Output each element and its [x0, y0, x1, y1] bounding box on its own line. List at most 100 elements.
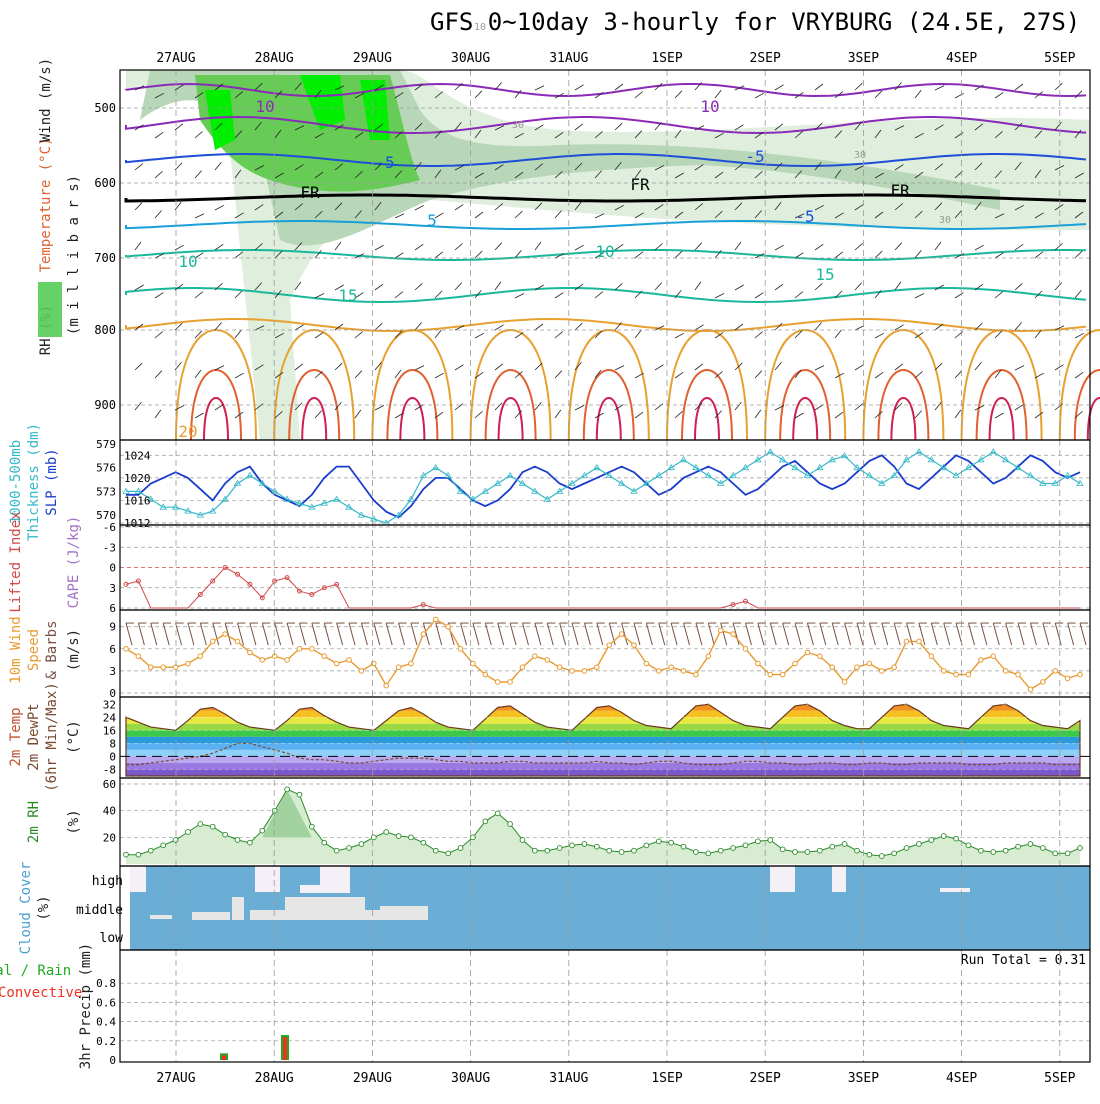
- wind-barb: [385, 622, 393, 646]
- upper-wind-barb: [914, 410, 922, 419]
- cloud-patch-2: [300, 885, 350, 893]
- upper-wind-barb: [174, 201, 182, 211]
- upper-wind-barb: [494, 324, 504, 331]
- lifted-index-point: [742, 598, 748, 604]
- freezing-level: [124, 193, 1087, 203]
- upper-wind-barb: [854, 165, 865, 171]
- panel-frame-precip: [119, 949, 1091, 1063]
- upper-wind-barb: [1074, 129, 1082, 139]
- upper-wind-barb: [974, 283, 984, 291]
- upper-wind-barb: [454, 325, 465, 331]
- rh-point: [333, 847, 340, 854]
- upper-wind-barb: [474, 250, 483, 259]
- upper-wind-barb: [694, 203, 703, 211]
- wind-barb: [323, 622, 331, 646]
- thickness-point: [258, 479, 266, 486]
- upper-wind-barb: [574, 405, 585, 411]
- upper-wind-barb: [1074, 332, 1084, 339]
- upper-wind-barb: [394, 412, 404, 419]
- upper-wind-barb: [674, 211, 684, 219]
- upper-wind-barb: [134, 401, 142, 411]
- upper-wind-barb: [714, 132, 724, 139]
- upper-wind-barb: [354, 171, 363, 179]
- bl-isotherm-orange-5: [666, 328, 748, 441]
- date-label-top-1SEP: 1SEP: [651, 51, 682, 66]
- upper-wind-barb: [854, 282, 862, 291]
- rh-point: [445, 850, 451, 857]
- upper-wind-barb: [334, 362, 343, 371]
- isotherm-minus10: [125, 115, 1087, 135]
- date-label-top-3SEP: 3SEP: [848, 51, 879, 66]
- upper-wind-barb: [794, 330, 803, 339]
- upper-wind-barb: [454, 403, 464, 411]
- date-label-top-28AUG: 28AUG: [255, 51, 294, 66]
- upper-wind-barb: [154, 331, 163, 339]
- upper-wind-barb: [474, 172, 484, 179]
- upper-wind-barb: [814, 204, 824, 211]
- rh-point: [383, 829, 390, 835]
- upper-wind-barb: [554, 253, 565, 259]
- lifted-index-point: [222, 565, 228, 570]
- upper-wind-barb: [134, 362, 143, 371]
- upper-wind-barb: [174, 322, 183, 331]
- cloud-patch-5: [832, 866, 846, 892]
- upper-wind-barb: [954, 92, 964, 99]
- upper-ytick-900: 900: [94, 398, 116, 412]
- wind-barb: [782, 622, 790, 646]
- rh-point: [308, 823, 315, 830]
- wind-ytick-9: 9: [109, 621, 116, 634]
- upper-wind-barb: [234, 372, 244, 379]
- thickness-point: [1001, 456, 1010, 463]
- upper-wind-barb: [514, 171, 524, 179]
- rh-point: [755, 838, 761, 845]
- wind-barb: [125, 622, 133, 646]
- wind-speed-point: [135, 653, 142, 659]
- upper-wind-barb: [534, 284, 544, 291]
- upper-wind-barb: [894, 363, 904, 371]
- bl-isotherm-darkorange-0: [190, 368, 242, 441]
- contour-label-9: 5: [427, 211, 437, 230]
- thickness-point: [1014, 463, 1022, 471]
- thickness-point: [233, 479, 242, 486]
- thickness-point: [543, 495, 551, 502]
- upper-wind-barb: [374, 201, 382, 211]
- rh-point: [346, 845, 352, 851]
- upper-wind-barb: [374, 162, 383, 171]
- thickness-point: [989, 448, 997, 455]
- upper-wind-barb: [214, 365, 225, 371]
- wind-barb: [274, 622, 282, 646]
- upper-wind-barb: [614, 243, 624, 251]
- bl-isotherm-orange-0: [175, 328, 257, 441]
- thickness-point: [952, 471, 960, 478]
- wind-speed-point: [358, 668, 365, 674]
- bl-isotherm-darkorange-7: [877, 368, 930, 441]
- cloud-patch-8: [192, 912, 230, 920]
- wind-barb: [559, 622, 567, 646]
- upper-wind-barb: [554, 131, 564, 139]
- thickness-point: [283, 495, 291, 502]
- rh-point: [792, 849, 798, 855]
- temp-bands: [126, 704, 1080, 776]
- upper-wind-barb: [354, 131, 364, 139]
- lifted-index-point: [247, 581, 253, 587]
- cape-ytick-1: -3: [103, 541, 116, 554]
- upper-wind-barb: [714, 332, 724, 339]
- thickness-point: [853, 463, 861, 471]
- thickness-point: [493, 479, 502, 486]
- upper-wind-barb: [334, 85, 345, 91]
- precip-ytick-2: 0.4: [96, 1016, 116, 1029]
- upper-wind-barb: [234, 212, 244, 219]
- wind-barb: [658, 622, 666, 646]
- thickness-point: [1063, 471, 1072, 478]
- upper-wind-barb: [474, 289, 482, 299]
- wind-barb: [435, 622, 443, 646]
- wind-speed-point: [928, 653, 935, 659]
- temp-band-4: [126, 723, 1080, 731]
- upper-wind-barb: [1074, 90, 1083, 99]
- upper-wind-barb: [1054, 122, 1062, 131]
- upper-wind-barb: [1034, 372, 1044, 379]
- upper-wind-barb: [654, 364, 664, 371]
- upper-wind-barb: [694, 363, 704, 371]
- wind-barb: [621, 622, 629, 646]
- slp-ytick-left-570: 570: [96, 509, 116, 522]
